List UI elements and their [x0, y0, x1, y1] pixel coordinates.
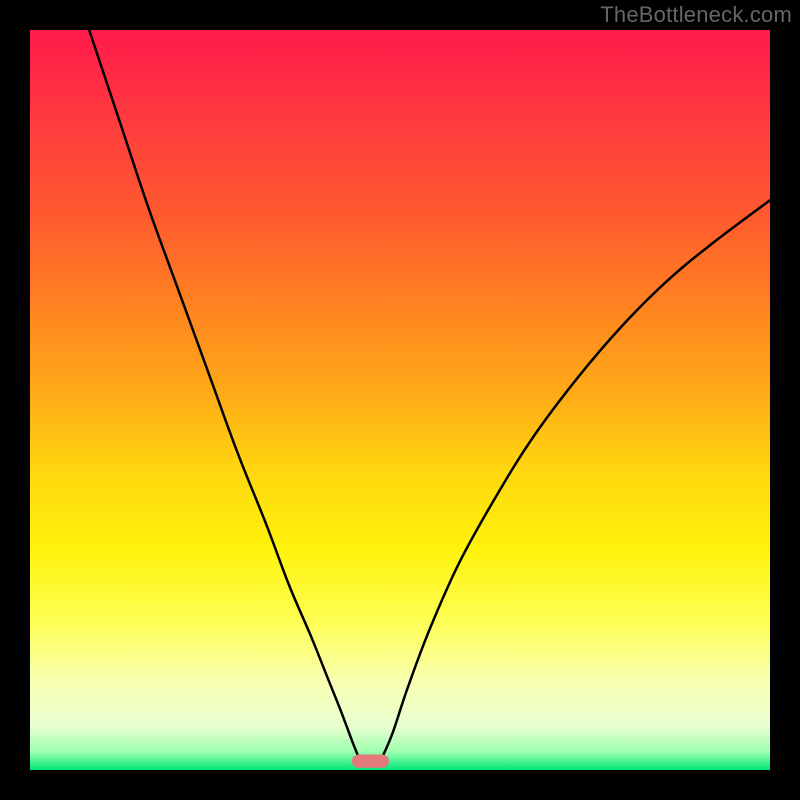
plot-area — [30, 30, 770, 770]
chart-outer-frame: TheBottleneck.com — [0, 0, 800, 800]
minimum-marker — [352, 754, 389, 767]
plot-svg — [30, 30, 770, 770]
watermark-text: TheBottleneck.com — [600, 2, 792, 28]
plot-background — [30, 30, 770, 770]
